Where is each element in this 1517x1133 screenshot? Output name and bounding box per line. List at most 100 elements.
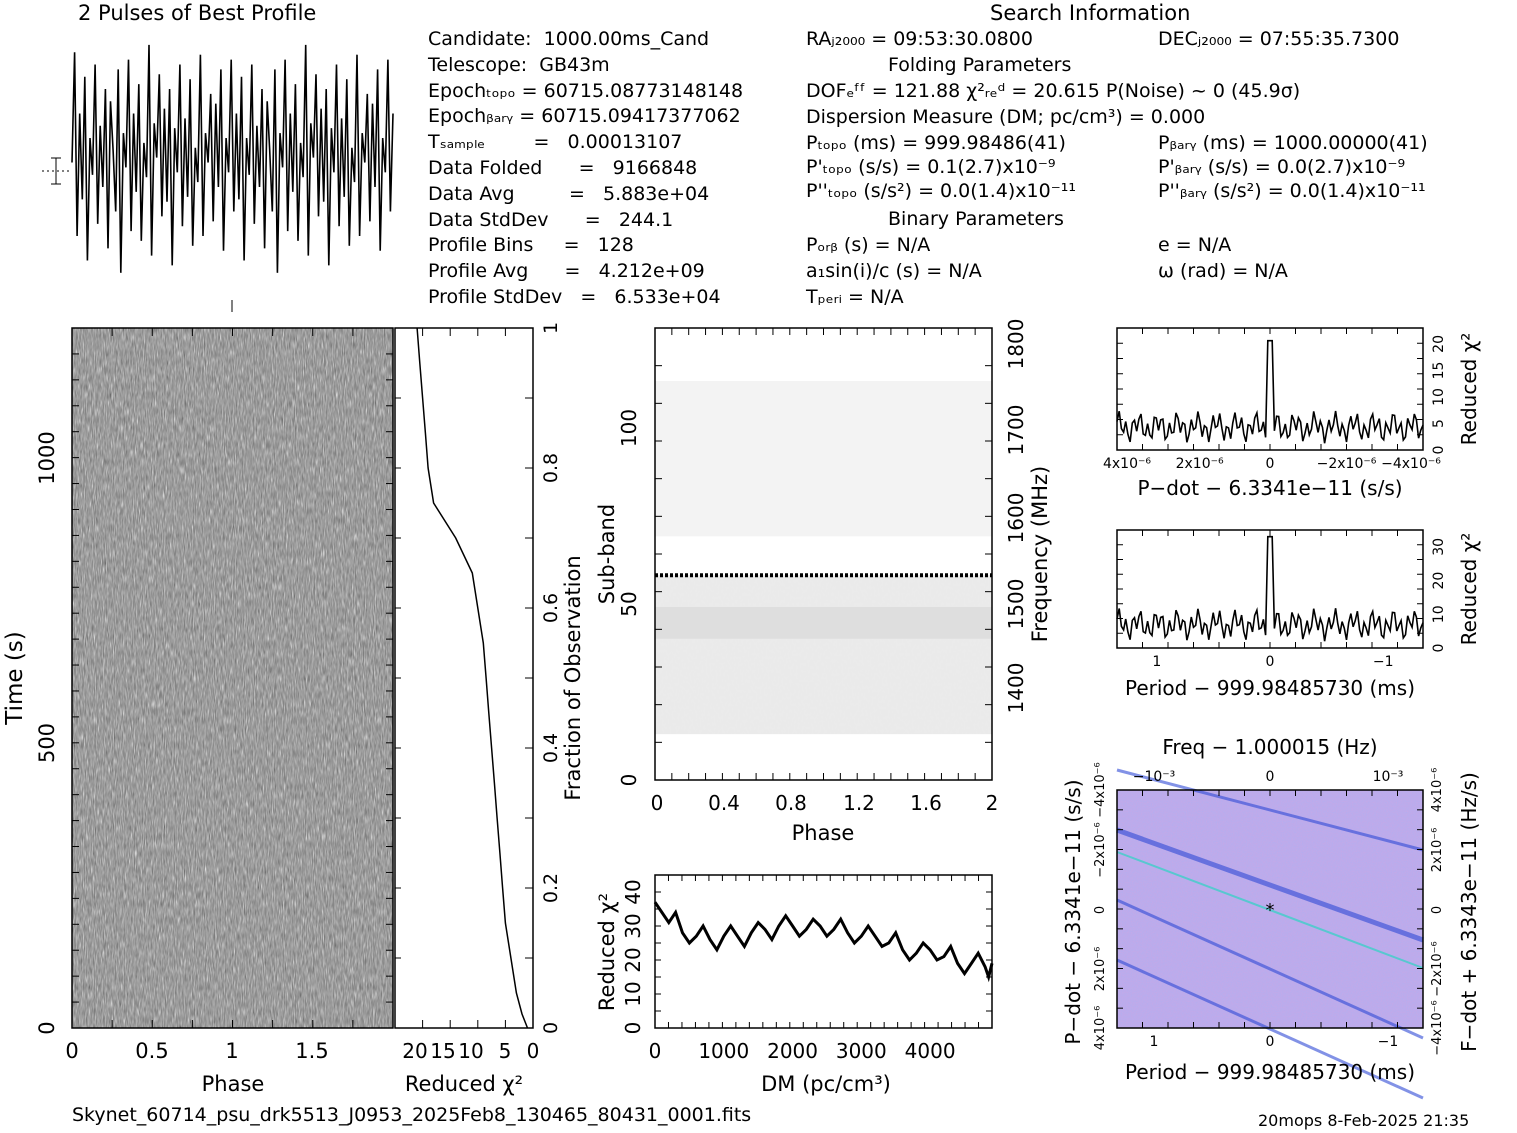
info-left-line: Data Folded = 9166848 bbox=[428, 157, 698, 179]
tick-label: 1 bbox=[540, 322, 562, 334]
y2-axis-title: Fraction of Observation bbox=[561, 555, 585, 800]
tick-label: 1 bbox=[225, 1039, 238, 1063]
tick-label: 30 bbox=[621, 913, 645, 938]
tick-label: 1000 bbox=[35, 431, 59, 484]
y-axis-title: Reduced χ² bbox=[1457, 333, 1481, 446]
tick-label: 1.6 bbox=[910, 791, 942, 815]
subband-phase-plot: 0 0.4 0.8 1.2 1.6 2 0 50 100 1400 1500 1600 1700 1800… bbox=[595, 319, 1052, 845]
y-axis-title: Time (s) bbox=[2, 631, 28, 726]
tick-label: 4x10⁻⁶ bbox=[1430, 768, 1445, 813]
tick-label: 0 bbox=[649, 1039, 662, 1063]
pddot-bary-value: P''ᵦₐᵣᵧ (s/s²) = 0.0(1.4)x10⁻¹¹ bbox=[1158, 180, 1426, 202]
x-axis-title: Phase bbox=[202, 1072, 265, 1096]
footer-stamp: 20mops 8-Feb-2025 21:35 bbox=[1258, 1111, 1470, 1130]
dof-chi-line: DOFₑᶠᶠ = 121.88 χ²ᵣₑᵈ = 20.615 P(Noise) … bbox=[806, 80, 1301, 102]
info-left-line: Profile Avg = 4.212e+09 bbox=[428, 260, 705, 283]
tick-label: −1 bbox=[1373, 654, 1394, 670]
x-axis-title: P−dot − 6.3341e−11 (s/s) bbox=[1137, 476, 1402, 500]
tick-label: 0 bbox=[527, 1039, 540, 1063]
tick-label: 2x10⁻⁶ bbox=[1093, 947, 1108, 992]
tick-label: −2x10⁻⁶ bbox=[1430, 941, 1445, 996]
tick-label: 0.4 bbox=[708, 791, 740, 815]
tick-label: 2x10⁻⁶ bbox=[1430, 828, 1445, 873]
tick-label: 2 bbox=[986, 791, 999, 815]
tick-label: 0 bbox=[1431, 446, 1447, 455]
y2-axis-title: Frequency (MHz) bbox=[1028, 466, 1052, 642]
pdot-topo-value: P'ₜₒₚₒ (s/s) = 0.1(2.7)x10⁻⁹ bbox=[806, 156, 1056, 178]
tick-label: 0 bbox=[1266, 654, 1275, 670]
tick-label: 10 bbox=[458, 1039, 483, 1063]
tick-label: 5 bbox=[499, 1039, 512, 1063]
info-left-line: Candidate: 1000.00ms_Cand bbox=[428, 28, 710, 50]
tick-label: 0 bbox=[1266, 1034, 1275, 1050]
tick-label: 20 bbox=[1431, 335, 1447, 353]
tperi-value: Tₚₑᵣᵢ = N/A bbox=[806, 286, 904, 308]
tick-label: 10⁻³ bbox=[1373, 769, 1404, 785]
y-axis-title: Reduced χ² bbox=[595, 893, 619, 1011]
tick-label: 0 bbox=[1266, 769, 1275, 785]
tick-label: 30 bbox=[1431, 538, 1447, 556]
tick-label: −4x10⁻⁶ bbox=[1381, 456, 1441, 472]
profile-plot bbox=[42, 44, 394, 312]
tick-label: 1 bbox=[1150, 1034, 1159, 1050]
tick-label: 15 bbox=[430, 1039, 455, 1063]
chi-line bbox=[1116, 535, 1424, 642]
info-left-line: Tₛₐₘₚₗₑ = 0.00013107 bbox=[428, 131, 683, 154]
search-info-title: Search Information bbox=[990, 1, 1191, 25]
band-block bbox=[655, 606, 992, 639]
chi-line bbox=[1116, 339, 1424, 444]
tick-label: 4x10⁻⁶ bbox=[1093, 1006, 1108, 1051]
info-left-line: Data StdDev = 244.1 bbox=[428, 208, 674, 231]
x-axis-title: Period − 999.98485730 (ms) bbox=[1125, 1060, 1415, 1084]
redchi-frame bbox=[394, 327, 534, 1029]
tick-label: −2x10⁻⁶ bbox=[1093, 822, 1108, 877]
dm-line: Dispersion Measure (DM; pc/cm³) = 0.000 bbox=[806, 106, 1206, 128]
tick-label: 40 bbox=[621, 879, 645, 904]
pdot-bary-value: P'ᵦₐᵣᵧ (s/s) = 0.0(2.7)x10⁻⁹ bbox=[1158, 156, 1406, 178]
asini-value: a₁sin(i)/c (s) = N/A bbox=[806, 260, 982, 282]
binary-params-header: Binary Parameters bbox=[888, 208, 1064, 230]
tick-label: 0.8 bbox=[775, 791, 807, 815]
tick-label: 1500 bbox=[1004, 579, 1028, 630]
tick-label: 0 bbox=[1093, 906, 1108, 914]
tick-label: −1 bbox=[1378, 1034, 1399, 1050]
ra-value: RAⱼ₂₀₀₀ = 09:53:30.0800 bbox=[806, 28, 1033, 50]
tick-label: 1 bbox=[1152, 654, 1161, 670]
tick-label: 0.2 bbox=[540, 873, 562, 903]
plot-frame bbox=[1116, 529, 1424, 649]
tick-label: −4x10⁻⁶ bbox=[1430, 1000, 1445, 1055]
dm-frame bbox=[654, 874, 993, 1029]
dec-value: DECⱼ₂₀₀₀ = 07:55:35.7300 bbox=[1158, 28, 1400, 50]
info-left-line: Telescope: GB43m bbox=[428, 53, 610, 76]
ppdot-plane-plot: * 1 0 −1 −10⁻³ 0 10⁻³ 4x10⁻⁶ 2x10⁻⁶ 0 −2x10⁻⁶ −4x10… bbox=[1061, 735, 1481, 1100]
tick-label: 0.6 bbox=[540, 593, 562, 623]
tick-label: 0 bbox=[1430, 906, 1445, 914]
info-left-line: Data Avg = 5.883e+04 bbox=[428, 182, 710, 205]
tick-label: 0 bbox=[65, 1039, 78, 1063]
band-noise bbox=[655, 575, 992, 735]
tick-label: 1700 bbox=[1004, 405, 1028, 456]
info-left-line: Epochᵦₐᵣᵧ = 60715.09417377062 bbox=[428, 105, 741, 128]
tick-label: 15 bbox=[1431, 362, 1447, 380]
tick-label: 2000 bbox=[767, 1039, 818, 1063]
ppdot-stripe bbox=[1116, 898, 1424, 1040]
dm-line bbox=[653, 901, 994, 983]
tick-label: −4x10⁻⁶ bbox=[1093, 762, 1108, 817]
time-phase-plot: 0 0.5 1 1.5 0 500 1000 Phase Time (s) bbox=[2, 327, 394, 1096]
tick-label: 20 bbox=[621, 947, 645, 972]
chart-title: Freq − 1.000015 (Hz) bbox=[1162, 735, 1377, 759]
tick-label: 0 bbox=[540, 1022, 562, 1034]
tick-label: 1800 bbox=[1004, 319, 1028, 370]
tick-label: 0.5 bbox=[135, 1039, 168, 1063]
ppdot-stripe bbox=[1116, 958, 1424, 1100]
profile-title: 2 Pulses of Best Profile bbox=[78, 1, 317, 25]
tick-label: −2x10⁻⁶ bbox=[1317, 456, 1377, 472]
pddot-topo-value: P''ₜₒₚₒ (s/s²) = 0.0(1.4)x10⁻¹¹ bbox=[806, 180, 1076, 202]
tick-label: 0 bbox=[621, 1022, 645, 1035]
tick-label: 50 bbox=[617, 591, 641, 616]
profile-line bbox=[71, 44, 394, 273]
x-axis-title: Period − 999.98485730 (ms) bbox=[1125, 676, 1415, 700]
y-axis-title: P−dot − 6.3341e−11 (s/s) bbox=[1061, 779, 1085, 1044]
